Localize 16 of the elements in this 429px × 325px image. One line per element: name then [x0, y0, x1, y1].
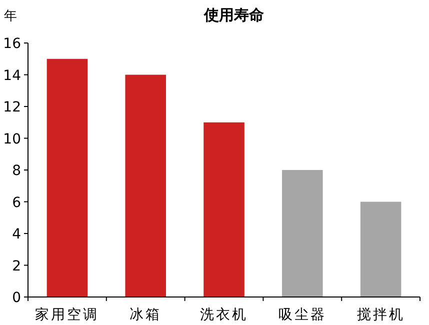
y-axis-title: 年 [4, 9, 17, 24]
chart-title: 使用寿命 [203, 6, 265, 24]
y-tick-label: 6 [12, 194, 22, 211]
y-tick-label: 0 [12, 290, 21, 306]
x-tick-label: 家用空调 [35, 307, 100, 323]
y-tick-label: 2 [12, 258, 21, 274]
y-tick-label: 12 [3, 100, 21, 116]
y-tick-label: 8 [12, 163, 21, 179]
x-tick-label: 吸尘器 [278, 307, 326, 323]
x-tick-label: 搅拌机 [356, 307, 405, 323]
y-tick-label: 16 [3, 36, 22, 52]
x-tick-label: 洗衣机 [200, 307, 248, 323]
x-tick-label: 冰箱 [130, 307, 162, 323]
y-tick-label: 4 [12, 226, 22, 242]
y-tick-label: 10 [3, 131, 21, 148]
y-tick-label: 14 [3, 68, 22, 84]
